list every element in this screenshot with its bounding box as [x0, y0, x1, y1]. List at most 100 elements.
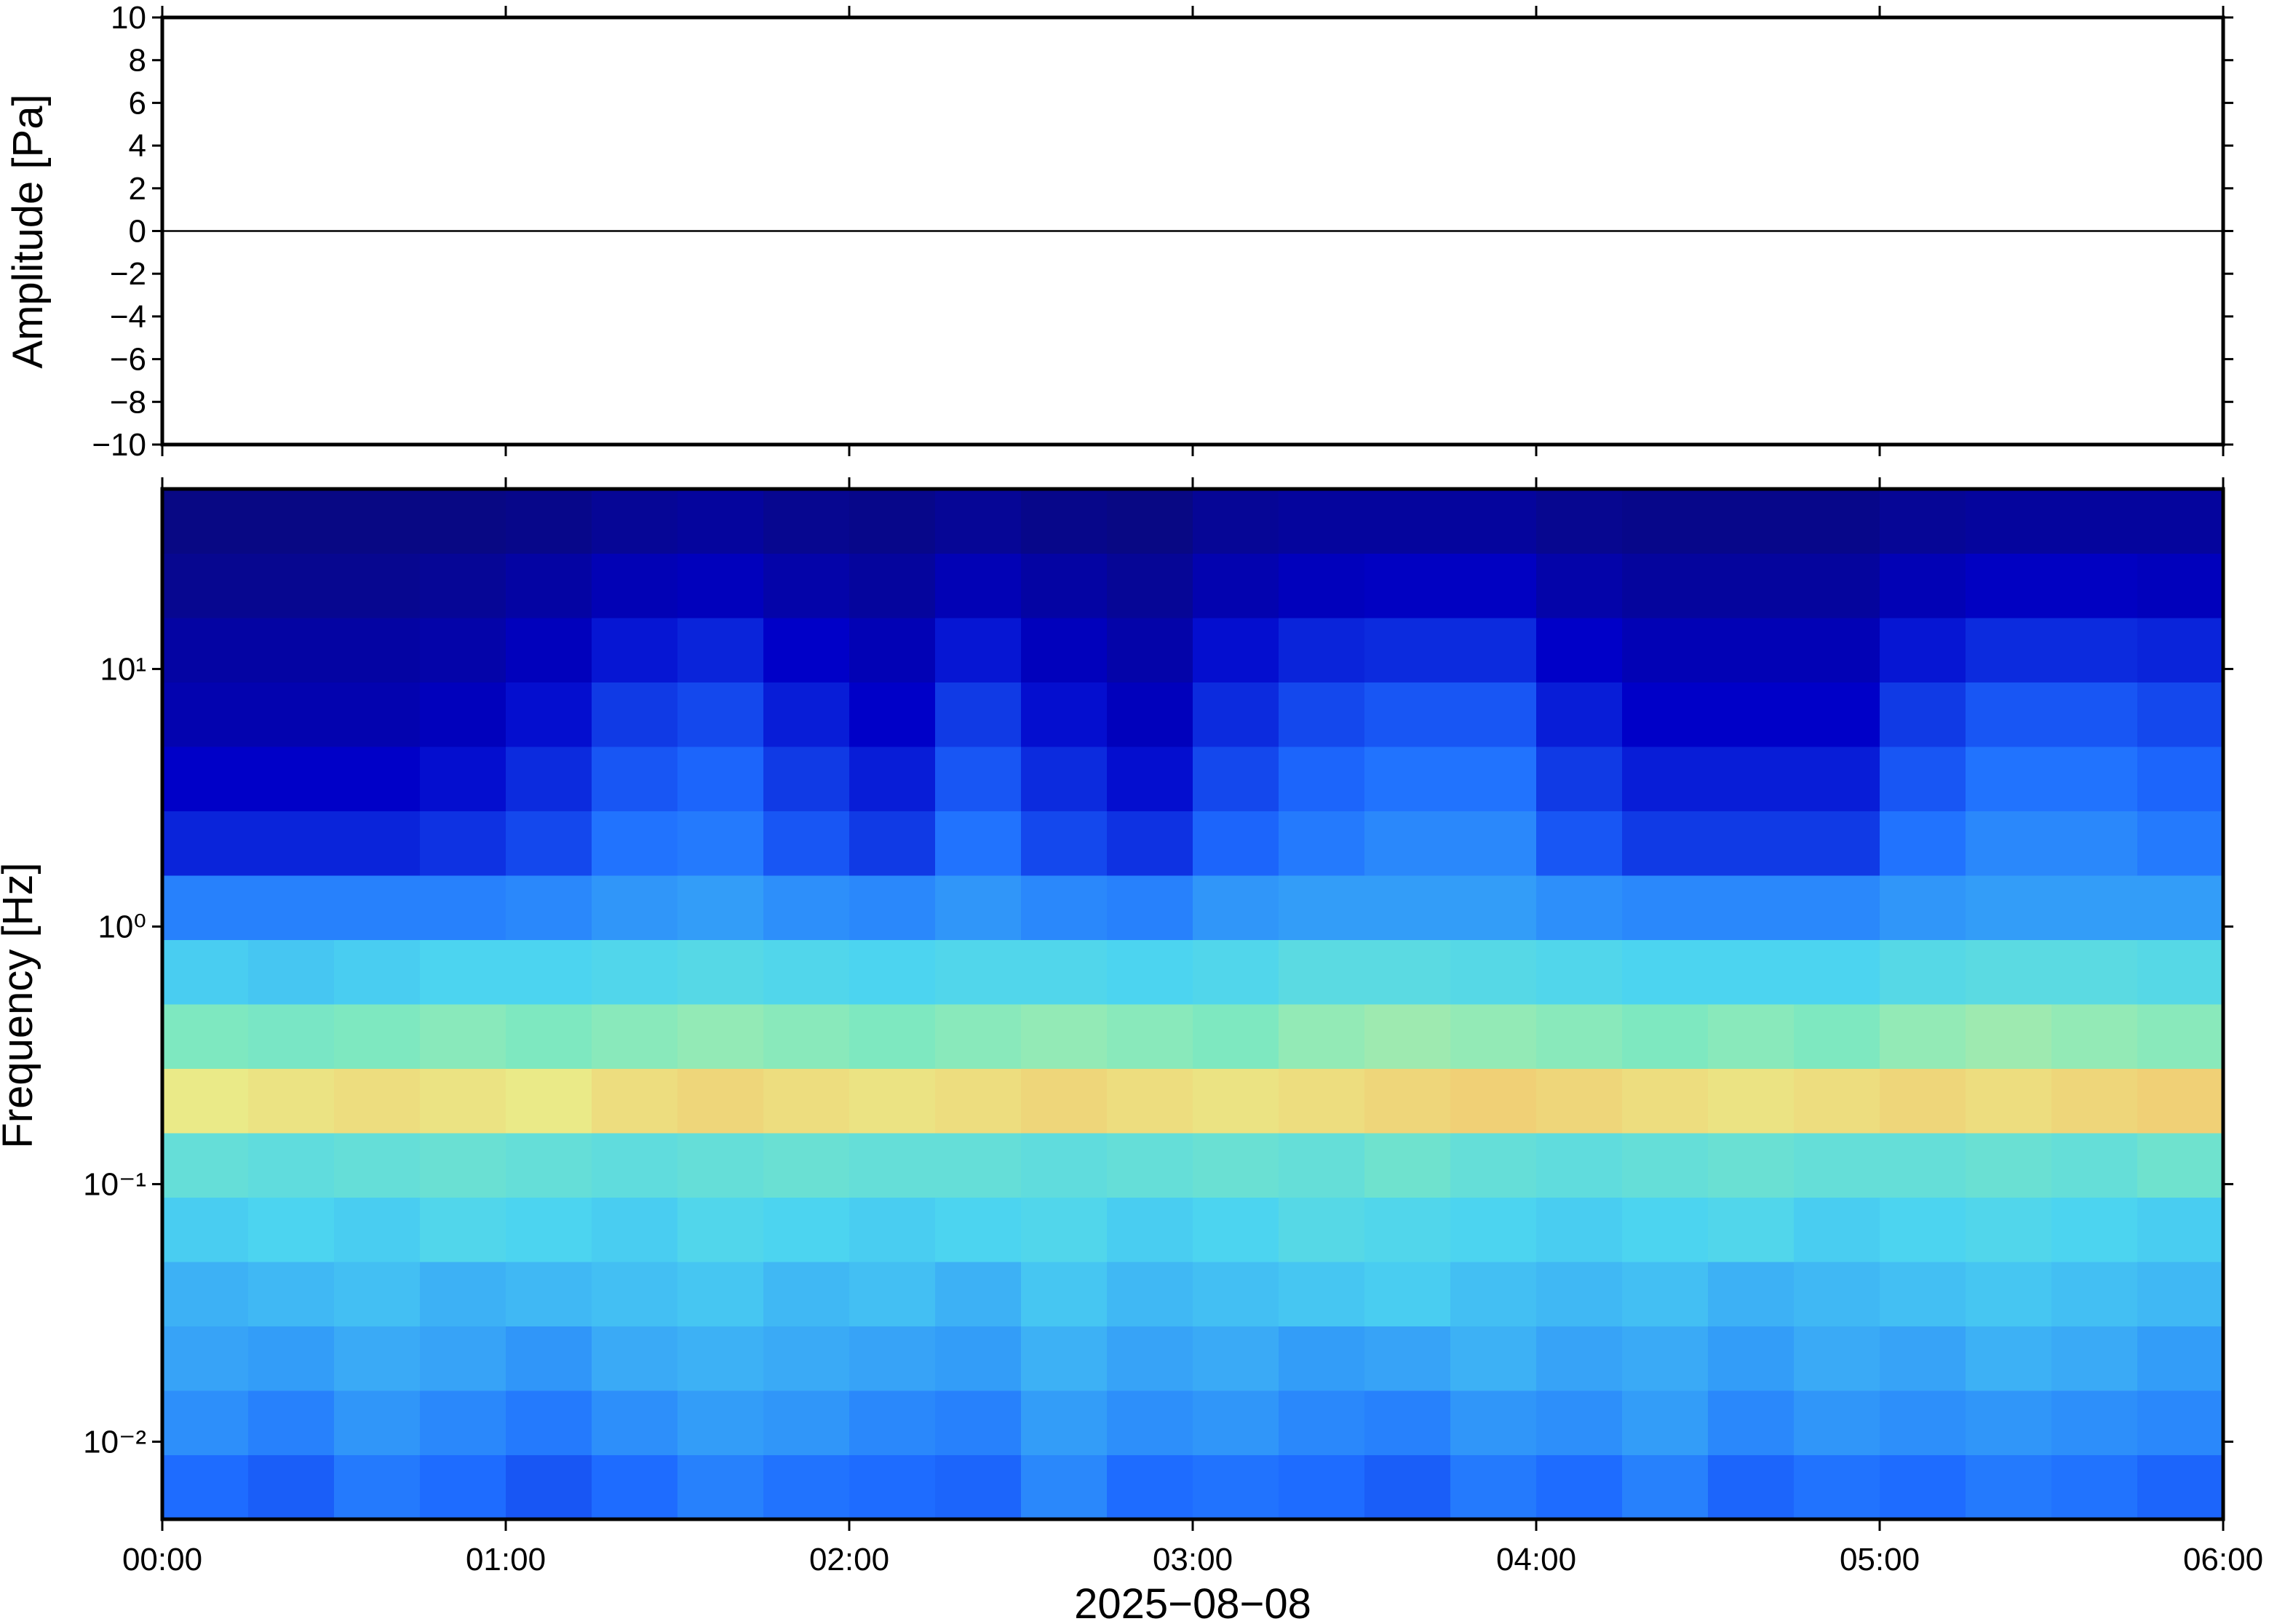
spectrogram-cell [506, 489, 592, 554]
spectrogram-cell [2137, 1262, 2224, 1327]
spectrogram-cell [849, 489, 936, 554]
spectrogram-cell [1193, 1390, 1279, 1455]
spectrogram-cell [1450, 618, 1537, 683]
spectrogram-cell [1966, 1133, 2052, 1198]
spectrogram-cell [2137, 875, 2224, 941]
spectrogram-cell [1794, 1326, 1880, 1391]
spectrogram-cell [1966, 811, 2052, 876]
spectrogram-cell [334, 1004, 421, 1070]
spectrogram-cell [1450, 1068, 1537, 1134]
spectrogram-cell [592, 1197, 678, 1262]
spectrogram-cell [420, 1068, 506, 1134]
spectrogram-cell [1966, 1197, 2052, 1262]
spectrogram-cell [506, 1262, 592, 1327]
spectrogram-cell [1021, 618, 1108, 683]
x-tick-label: 00:00 [122, 1542, 202, 1577]
spectrogram-cell [763, 1197, 850, 1262]
spectrogram-cell [1364, 747, 1451, 812]
spectrogram-cell [763, 1133, 850, 1198]
spectrogram-cell [1107, 553, 1193, 618]
spectrogram-cell [1107, 1262, 1193, 1327]
spectrogram-cell [1966, 1004, 2052, 1070]
spectrogram-cell [1880, 618, 1966, 683]
x-tick-label: 02:00 [809, 1542, 889, 1577]
spectrogram-cell [420, 1390, 506, 1455]
spectrogram-cell [1966, 747, 2052, 812]
spectrogram-cell [935, 553, 1022, 618]
spectrogram-cell [1279, 1197, 1365, 1262]
spectrogram-cell [1880, 1390, 1966, 1455]
spectrogram-cell [1364, 1262, 1451, 1327]
spectrogram-cell [1794, 618, 1880, 683]
spectrogram-cell [2051, 682, 2138, 747]
spectrogram-cell [2137, 1454, 2224, 1520]
spectrogram-cell [1536, 682, 1623, 747]
spectrogram-cell [1450, 1390, 1537, 1455]
spectrogram-cell [935, 1068, 1022, 1134]
spectrogram-cell [1107, 489, 1193, 554]
spectrogram-cell [1107, 811, 1193, 876]
spectrogram-cell [334, 1133, 421, 1198]
spectrogram-cell [506, 939, 592, 1005]
spectrogram-cell [162, 618, 249, 683]
spectrogram-cell [2137, 1068, 2224, 1134]
spectrogram-cell [1364, 1454, 1451, 1520]
spectrogram-cell [2051, 1004, 2138, 1070]
spectrogram-cell [1708, 1068, 1795, 1134]
spectrogram-cell [2051, 1197, 2138, 1262]
spectrogram-cell [1536, 939, 1623, 1005]
spectrogram-cell [1536, 489, 1623, 554]
spectrogram-cell [2051, 1390, 2138, 1455]
spectrogram-cell [1708, 811, 1795, 876]
spectrogram-cell [1708, 1262, 1795, 1327]
spectrogram-cell [677, 1262, 764, 1327]
x-tick-label: 04:00 [1496, 1542, 1576, 1577]
spectrogram-cell [763, 553, 850, 618]
spectrogram-cell [849, 1390, 936, 1455]
spectrogram-cell [1193, 489, 1279, 554]
spectrogram-cell [849, 1454, 936, 1520]
spectrogram-cell [1536, 1262, 1623, 1327]
spectrogram-cell [1279, 682, 1365, 747]
spectrogram-cell [2051, 939, 2138, 1005]
spectrogram-cell [1021, 553, 1108, 618]
spectrogram-cell [1193, 618, 1279, 683]
spectrogram-cell [506, 1326, 592, 1391]
spectrogram-cell [849, 682, 936, 747]
spectrogram-cell [677, 1326, 764, 1391]
y-tick-label: 10⁻¹ [83, 1166, 146, 1202]
spectrogram-cell [1966, 1262, 2052, 1327]
spectrogram-cell [1193, 682, 1279, 747]
spectrogram-cell [677, 553, 764, 618]
spectrogram-cell [592, 811, 678, 876]
spectrogram-cell [162, 939, 249, 1005]
spectrogram-cell [1364, 1326, 1451, 1391]
spectrogram-cell [1880, 811, 1966, 876]
spectrogram-cell [592, 553, 678, 618]
spectrogram-cell [1021, 811, 1108, 876]
spectrogram-cell [1880, 682, 1966, 747]
spectrogram-cell [1193, 1004, 1279, 1070]
spectrogram-cell [248, 1390, 335, 1455]
spectrogram-cell [1193, 939, 1279, 1005]
y-tick-label: −4 [110, 299, 146, 335]
spectrogram-cell [935, 939, 1022, 1005]
spectrogram-cell [1279, 1262, 1365, 1327]
spectrogram-cell [248, 1454, 335, 1520]
spectrogram-cell [677, 939, 764, 1005]
spectrogram-cell [2137, 618, 2224, 683]
spectrogram-cell [677, 1133, 764, 1198]
spectrogram-cell [1450, 1454, 1537, 1520]
spectrogram-cell [334, 618, 421, 683]
spectrogram-cell [592, 1068, 678, 1134]
y-tick-label: 4 [129, 128, 146, 164]
spectrogram-cell [592, 875, 678, 941]
spectrogram-cell [935, 875, 1022, 941]
spectrogram-cell [1622, 811, 1709, 876]
spectrogram-cell [162, 1068, 249, 1134]
spectrogram-cell [1450, 939, 1537, 1005]
spectrogram-cell [1622, 682, 1709, 747]
spectrogram-cell [1966, 1068, 2052, 1134]
spectrogram-cell [849, 1004, 936, 1070]
